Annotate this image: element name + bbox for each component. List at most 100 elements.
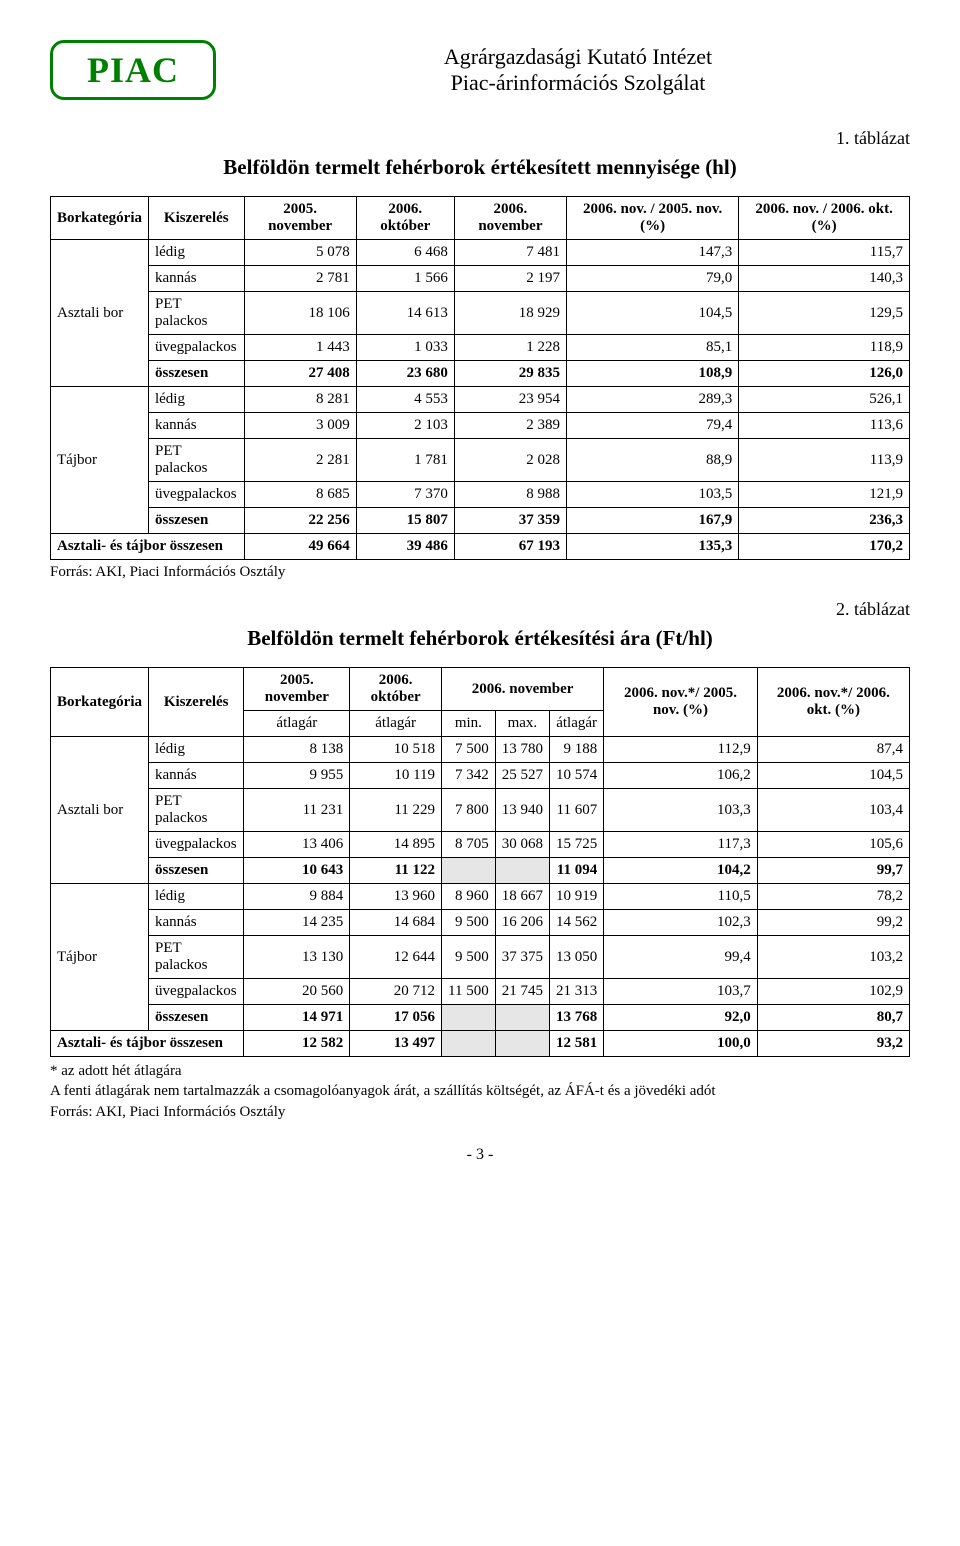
value-cell: 18 106 <box>244 292 356 335</box>
total-row: Asztali- és tájbor összesen12 58213 4971… <box>51 1031 910 1057</box>
value-cell: 103,3 <box>604 789 758 832</box>
value-cell: 167,9 <box>567 508 739 534</box>
value-cell: 117,3 <box>604 832 758 858</box>
pack-cell: kannás <box>148 413 244 439</box>
pack-cell: üvegpalackos <box>148 335 244 361</box>
value-cell: 92,0 <box>604 1005 758 1031</box>
value-cell: 9 188 <box>549 737 603 763</box>
table-row: kannás14 23514 6849 50016 20614 562102,3… <box>51 910 910 936</box>
t2-sub-max: max. <box>495 711 549 737</box>
t2-col-cat: Borkategória <box>51 668 149 737</box>
pack-cell: üvegpalackos <box>148 832 243 858</box>
value-cell: 121,9 <box>739 482 910 508</box>
table2-footnotes: * az adott hét átlagára A fenti átlagára… <box>50 1061 910 1122</box>
value-cell: 37 359 <box>454 508 566 534</box>
value-cell: 37 375 <box>495 936 549 979</box>
value-cell: 99,7 <box>757 858 909 884</box>
value-cell: 67 193 <box>454 534 566 560</box>
t2-sub-min: min. <box>442 711 496 737</box>
table1: Borkategória Kiszerelés 2005. november 2… <box>50 196 910 560</box>
category-cell: Tájbor <box>51 387 149 534</box>
value-cell: 147,3 <box>567 240 739 266</box>
pack-cell: lédig <box>148 387 244 413</box>
value-cell <box>495 1005 549 1031</box>
value-cell: 18 667 <box>495 884 549 910</box>
value-cell: 126,0 <box>739 361 910 387</box>
value-cell: 10 574 <box>549 763 603 789</box>
value-cell: 8 960 <box>442 884 496 910</box>
t2-col-pct2: 2006. nov.*/ 2006. okt. (%) <box>757 668 909 737</box>
table-row: Tájborlédig8 2814 55323 954289,3526,1 <box>51 387 910 413</box>
value-cell: 85,1 <box>567 335 739 361</box>
value-cell: 8 685 <box>244 482 356 508</box>
value-cell: 10 919 <box>549 884 603 910</box>
value-cell: 39 486 <box>356 534 454 560</box>
value-cell: 14 562 <box>549 910 603 936</box>
value-cell: 236,3 <box>739 508 910 534</box>
logo-text: PIAC <box>87 50 179 90</box>
value-cell: 10 518 <box>350 737 442 763</box>
value-cell: 7 800 <box>442 789 496 832</box>
value-cell: 2 197 <box>454 266 566 292</box>
t1-col-2005nov: 2005. november <box>244 197 356 240</box>
total-label: Asztali- és tájbor összesen <box>51 534 245 560</box>
pack-cell: üvegpalackos <box>148 482 244 508</box>
value-cell: 13 050 <box>549 936 603 979</box>
pack-cell: lédig <box>148 240 244 266</box>
value-cell <box>442 1005 496 1031</box>
footnote-2: A fenti átlagárak nem tartalmazzák a cso… <box>50 1081 910 1101</box>
value-cell: 11 607 <box>549 789 603 832</box>
value-cell: 170,2 <box>739 534 910 560</box>
footnote-1: * az adott hét átlagára <box>50 1061 910 1081</box>
value-cell: 11 231 <box>244 789 350 832</box>
value-cell: 7 500 <box>442 737 496 763</box>
value-cell: 14 971 <box>244 1005 350 1031</box>
value-cell: 13 497 <box>350 1031 442 1057</box>
category-cell: Asztali bor <box>51 240 149 387</box>
value-cell: 4 553 <box>356 387 454 413</box>
t2-col-2006okt: 2006. október <box>350 668 442 711</box>
t2-col-2006nov: 2006. november <box>442 668 604 711</box>
value-cell: 99,4 <box>604 936 758 979</box>
t2-sub-atlagar-1: átlagár <box>244 711 350 737</box>
pack-cell: összesen <box>148 361 244 387</box>
value-cell: 113,9 <box>739 439 910 482</box>
table-row: kannás2 7811 5662 19779,0140,3 <box>51 266 910 292</box>
value-cell: 1 228 <box>454 335 566 361</box>
table1-source: Forrás: AKI, Piaci Információs Osztály <box>50 564 910 581</box>
value-cell: 11 229 <box>350 789 442 832</box>
value-cell: 11 094 <box>549 858 603 884</box>
t1-col-2006nov: 2006. november <box>454 197 566 240</box>
value-cell: 20 712 <box>350 979 442 1005</box>
pack-cell: lédig <box>148 884 243 910</box>
value-cell: 113,6 <box>739 413 910 439</box>
value-cell: 21 745 <box>495 979 549 1005</box>
logo-box: PIAC <box>50 40 216 100</box>
value-cell: 10 119 <box>350 763 442 789</box>
value-cell: 21 313 <box>549 979 603 1005</box>
footnote-3: Forrás: AKI, Piaci Információs Osztály <box>50 1102 910 1122</box>
value-cell: 12 581 <box>549 1031 603 1057</box>
value-cell: 115,7 <box>739 240 910 266</box>
value-cell: 100,0 <box>604 1031 758 1057</box>
table-row: Asztali borlédig5 0786 4687 481147,3115,… <box>51 240 910 266</box>
t1-col-pct2: 2006. nov. / 2006. okt. (%) <box>739 197 910 240</box>
table1-title: Belföldön termelt fehérborok értékesítet… <box>50 155 910 180</box>
pack-cell: összesen <box>148 858 243 884</box>
t2-col-pct1: 2006. nov.*/ 2005. nov. (%) <box>604 668 758 737</box>
value-cell: 9 884 <box>244 884 350 910</box>
value-cell: 103,2 <box>757 936 909 979</box>
table-row: PET palackos11 23111 2297 80013 94011 60… <box>51 789 910 832</box>
page-number: - 3 - <box>50 1146 910 1164</box>
value-cell: 15 807 <box>356 508 454 534</box>
value-cell: 289,3 <box>567 387 739 413</box>
value-cell: 1 033 <box>356 335 454 361</box>
value-cell: 17 056 <box>350 1005 442 1031</box>
value-cell: 13 940 <box>495 789 549 832</box>
pack-cell: összesen <box>148 1005 243 1031</box>
value-cell: 104,5 <box>757 763 909 789</box>
value-cell: 8 705 <box>442 832 496 858</box>
header-line-1: Agrárgazdasági Kutató Intézet <box>246 44 910 70</box>
value-cell: 30 068 <box>495 832 549 858</box>
value-cell: 526,1 <box>739 387 910 413</box>
